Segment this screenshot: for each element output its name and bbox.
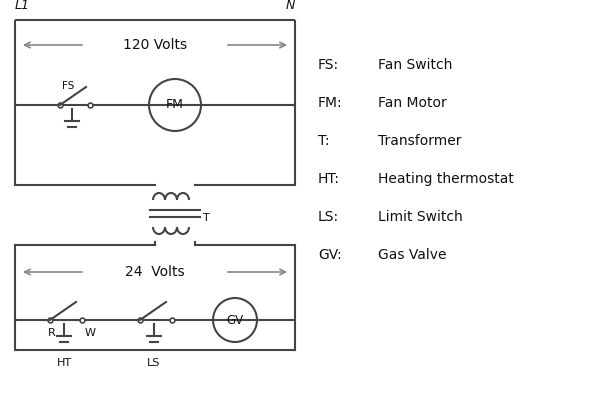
Text: Fan Switch: Fan Switch [378, 58, 453, 72]
Text: HT:: HT: [318, 172, 340, 186]
Text: LS:: LS: [318, 210, 339, 224]
Text: N: N [286, 0, 295, 12]
Text: Transformer: Transformer [378, 134, 461, 148]
Text: LS: LS [148, 358, 160, 368]
Text: Fan Motor: Fan Motor [378, 96, 447, 110]
Text: FM:: FM: [318, 96, 343, 110]
Text: 24  Volts: 24 Volts [125, 265, 185, 279]
Text: FS: FS [62, 81, 74, 91]
Text: T:: T: [318, 134, 330, 148]
Text: Heating thermostat: Heating thermostat [378, 172, 514, 186]
Text: T: T [203, 213, 210, 223]
Text: GV: GV [227, 314, 244, 326]
Text: W: W [85, 328, 96, 338]
Text: R: R [48, 328, 55, 338]
Text: FM: FM [166, 98, 184, 112]
Text: L1: L1 [15, 0, 30, 12]
Text: 120 Volts: 120 Volts [123, 38, 187, 52]
Text: HT: HT [57, 358, 71, 368]
Text: GV:: GV: [318, 248, 342, 262]
Text: Gas Valve: Gas Valve [378, 248, 447, 262]
Text: Limit Switch: Limit Switch [378, 210, 463, 224]
Text: FS:: FS: [318, 58, 339, 72]
